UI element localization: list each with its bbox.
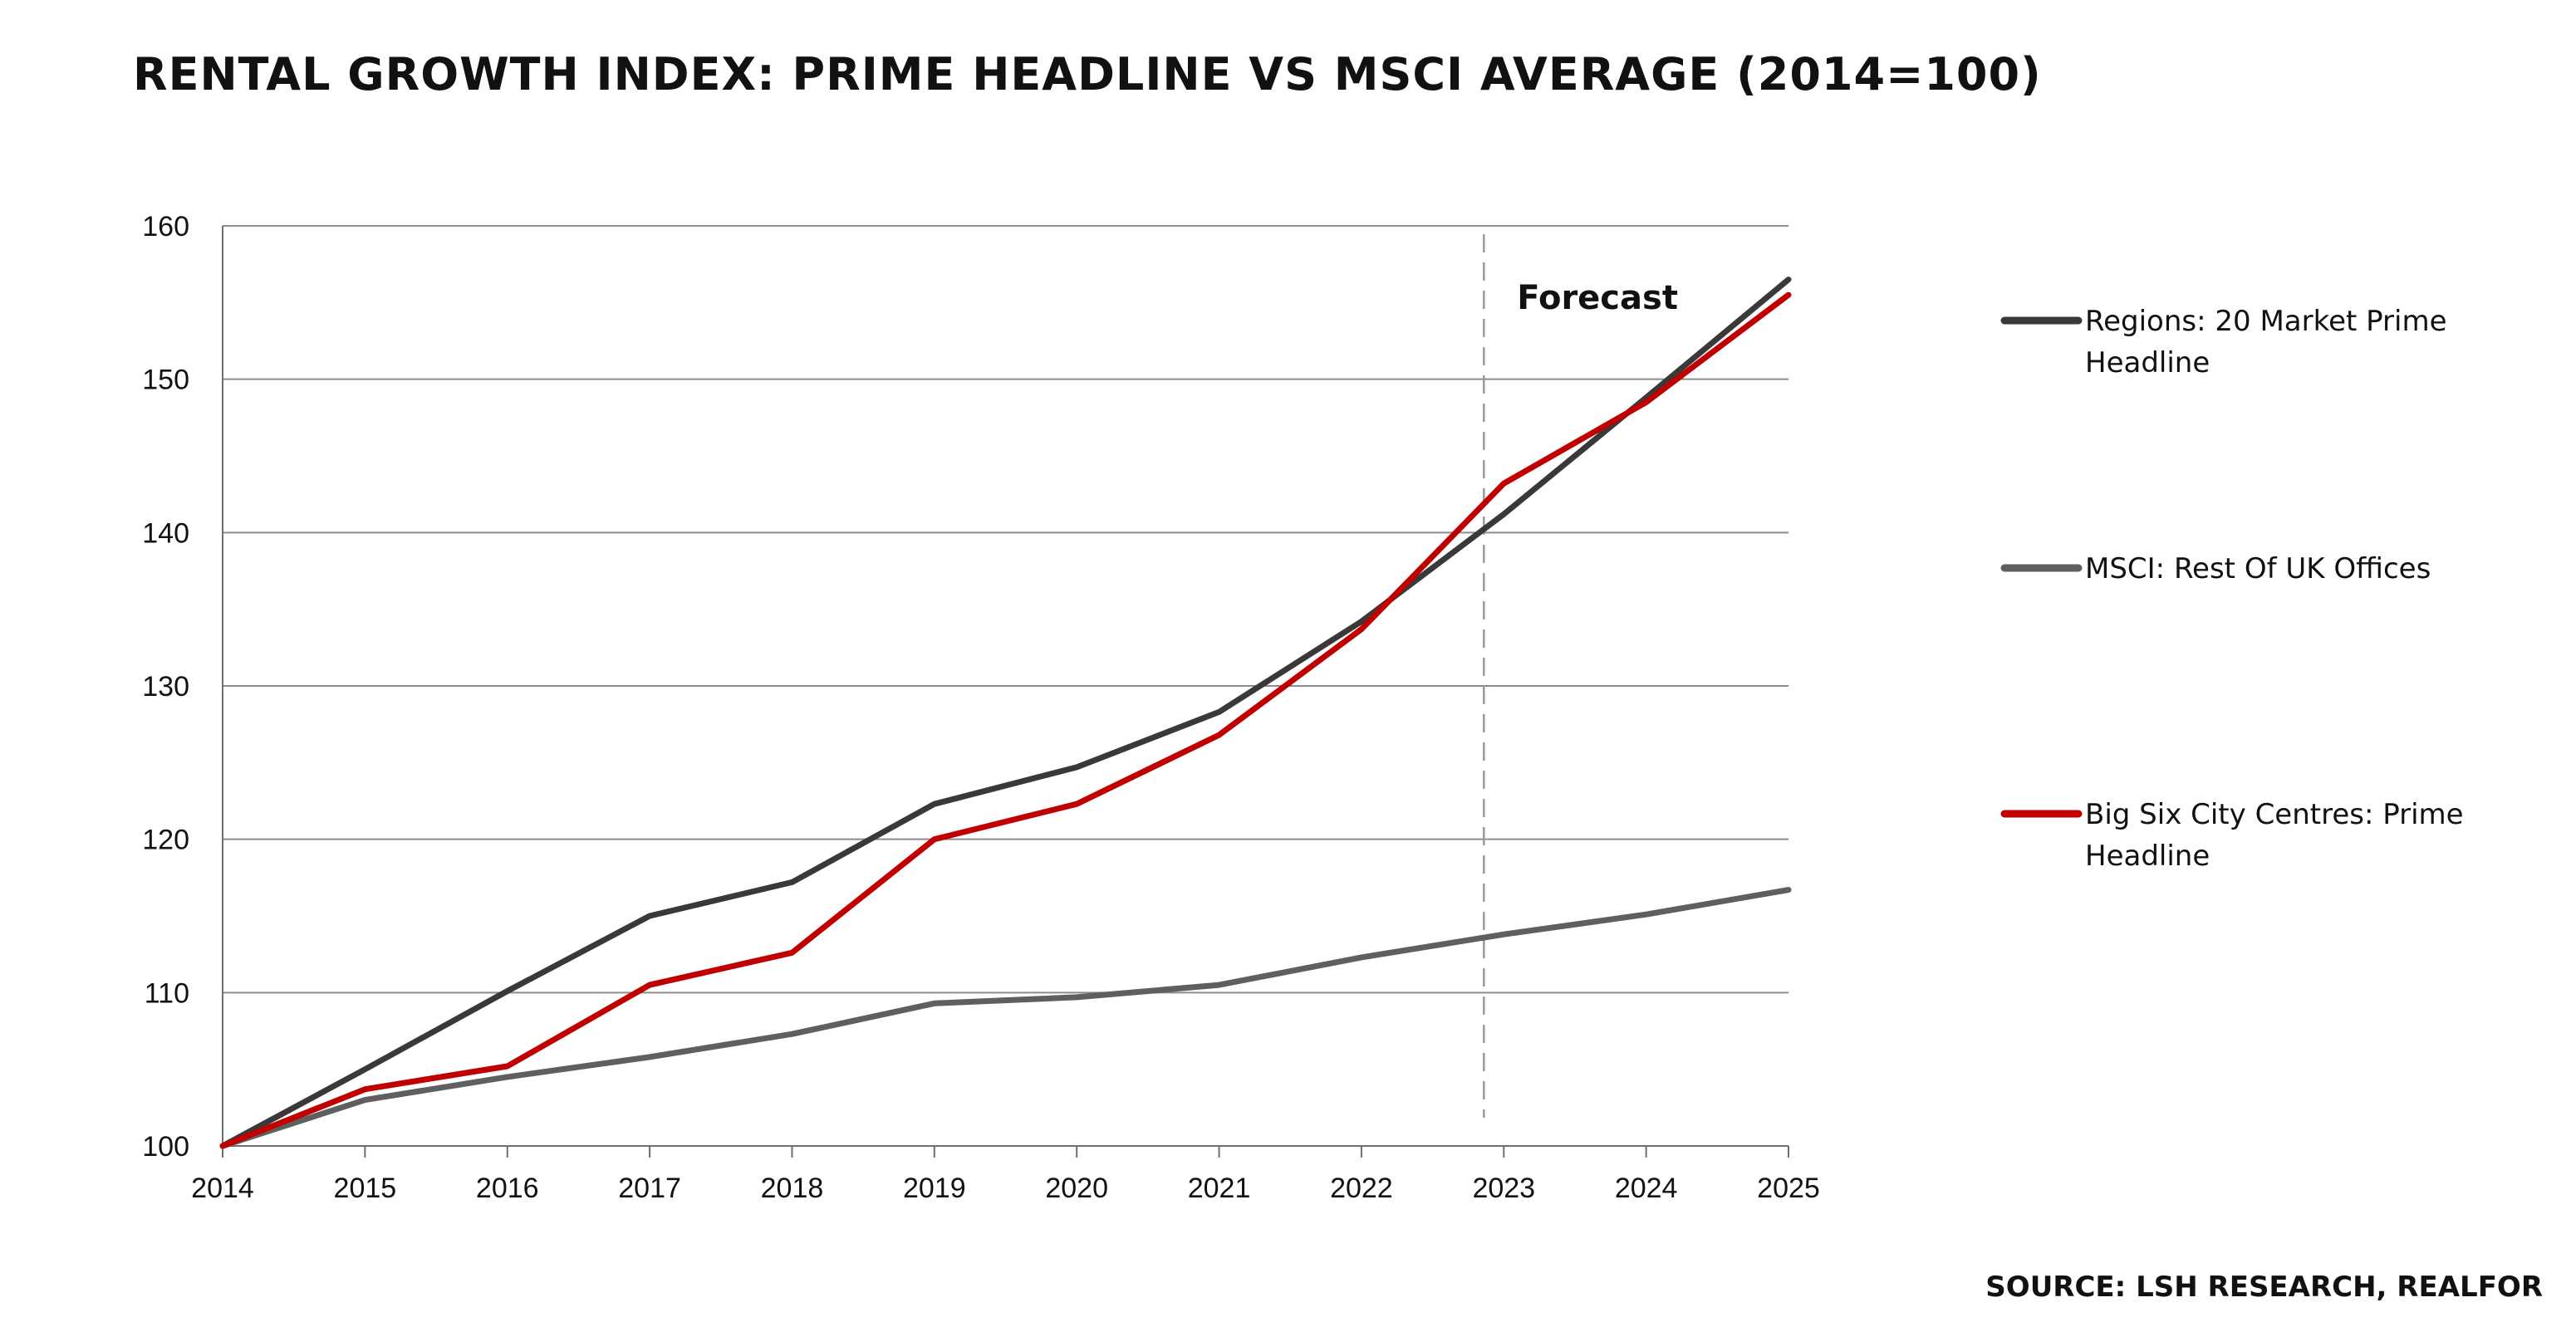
series-line-msci-rest-of-uk-offices (219, 887, 1792, 1149)
x-tick-label: 2016 (476, 1173, 539, 1204)
y-tick-label: 110 (145, 977, 189, 1009)
legend-label: Headline (2085, 346, 2210, 379)
x-tick-label: 2020 (1045, 1173, 1108, 1204)
x-tick-label: 2022 (1330, 1173, 1393, 1204)
x-tick-label: 2017 (618, 1173, 681, 1204)
y-tick-label: 120 (142, 825, 189, 856)
source-note: SOURCE: LSH RESEARCH, REALFOR (1985, 1271, 2543, 1304)
x-tick-label: 2018 (761, 1173, 824, 1204)
x-tick-label: 2019 (903, 1173, 966, 1204)
legend-label: MSCI: Rest Of UK Offices (2085, 552, 2431, 585)
x-tick-label: 2025 (1757, 1173, 1820, 1204)
x-tick-label: 2015 (334, 1173, 397, 1204)
legend-label: Headline (2085, 840, 2210, 873)
axes: 2014 2015 2016 2017 2018 2019 2020 2021 2022 2023… (191, 226, 1820, 1204)
gridlines: 100 110 120 130 140 150 160 (142, 211, 1788, 1163)
x-tick-label: 2014 (191, 1173, 254, 1204)
series-line-big-six-city-centres-prime-headline (219, 291, 1792, 1149)
x-tick-label: 2024 (1615, 1173, 1678, 1204)
y-tick-label: 130 (142, 671, 189, 703)
chart-title: RENTAL GROWTH INDEX: PRIME HEADLINE VS M… (133, 48, 2042, 100)
legend-label: Big Six City Centres: Prime (2085, 798, 2464, 831)
series-lines (219, 277, 1792, 1149)
x-tick-label: 2023 (1472, 1173, 1535, 1204)
x-tick-label: 2021 (1188, 1173, 1251, 1204)
legend-label: Regions: 20 Market Prime (2085, 305, 2447, 338)
y-tick-label: 150 (142, 365, 189, 396)
y-tick-label: 160 (142, 211, 189, 242)
legend: Regions: 20 Market Prime Headline MSCI: Re… (2000, 305, 2464, 873)
series-line-regions-20-market-prime-headline (219, 277, 1792, 1149)
forecast-label: Forecast (1517, 279, 1678, 317)
y-tick-label: 140 (142, 517, 189, 549)
y-tick-label: 100 (142, 1131, 189, 1163)
forecast-marker: Forecast (1483, 234, 1678, 1118)
